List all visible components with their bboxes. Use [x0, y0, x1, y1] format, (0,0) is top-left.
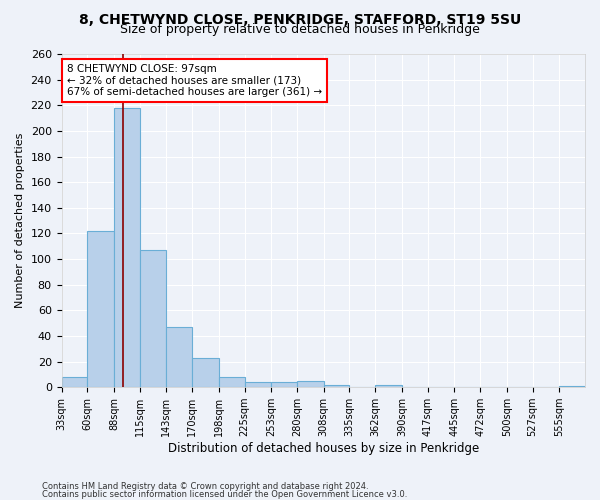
Bar: [271, 382, 297, 387]
Text: 8 CHETWYND CLOSE: 97sqm
← 32% of detached houses are smaller (173)
67% of semi-d: 8 CHETWYND CLOSE: 97sqm ← 32% of detache…: [67, 64, 322, 97]
Text: 8, CHETWYND CLOSE, PENKRIDGE, STAFFORD, ST19 5SU: 8, CHETWYND CLOSE, PENKRIDGE, STAFFORD, …: [79, 12, 521, 26]
Text: Contains HM Land Registry data © Crown copyright and database right 2024.: Contains HM Land Registry data © Crown c…: [42, 482, 368, 491]
Bar: [114, 108, 140, 387]
Y-axis label: Number of detached properties: Number of detached properties: [15, 133, 25, 308]
Bar: [219, 377, 245, 387]
Bar: [62, 377, 87, 387]
Bar: [245, 382, 271, 387]
Bar: [87, 231, 114, 387]
Bar: [192, 358, 219, 387]
Bar: [375, 384, 402, 387]
Bar: [297, 381, 324, 387]
Bar: [166, 327, 192, 387]
X-axis label: Distribution of detached houses by size in Penkridge: Distribution of detached houses by size …: [167, 442, 479, 455]
Bar: [140, 250, 166, 387]
Bar: [559, 386, 585, 387]
Text: Contains public sector information licensed under the Open Government Licence v3: Contains public sector information licen…: [42, 490, 407, 499]
Text: Size of property relative to detached houses in Penkridge: Size of property relative to detached ho…: [120, 22, 480, 36]
Bar: [324, 384, 349, 387]
